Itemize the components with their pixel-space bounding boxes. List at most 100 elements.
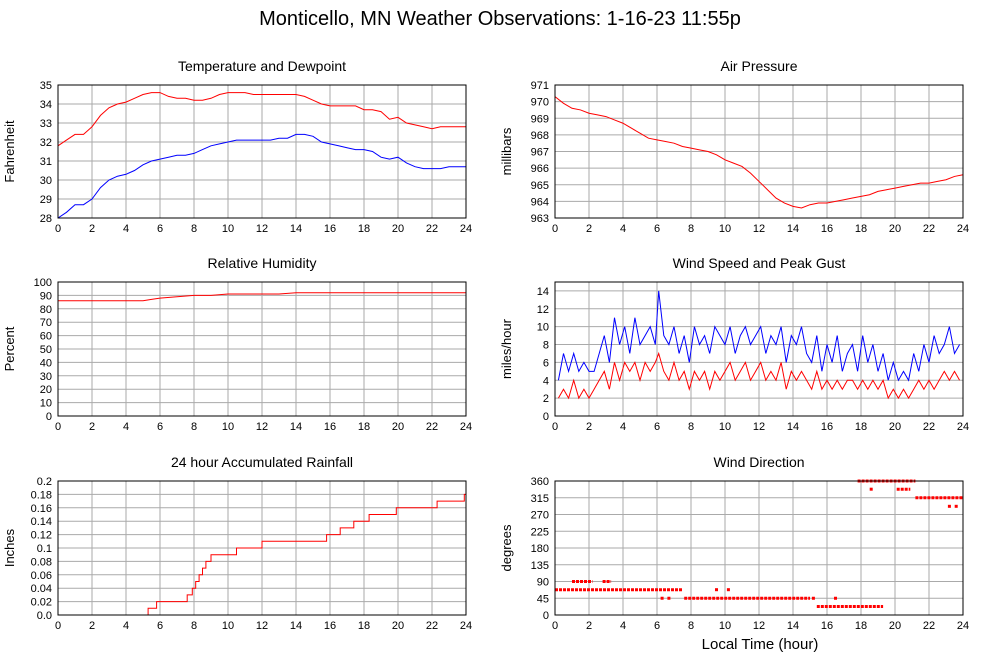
air-pressure-y-tick-label: 965: [531, 180, 549, 192]
wind-direction-x-tick-label: 14: [787, 620, 799, 632]
temperature-and-dewpoint-y-tick-label: 35: [40, 80, 52, 92]
air-pressure-x-tick-label: 24: [957, 223, 969, 235]
air-pressure-x-tick-label: 16: [821, 223, 833, 235]
wind-direction-y-tick-label: 45: [537, 593, 549, 605]
24-hour-accumulated-rainfall-x-tick-label: 12: [256, 620, 268, 632]
air-pressure-x-tick-label: 22: [923, 223, 935, 235]
wind-speed-and-peak-gust-frame: [554, 281, 964, 417]
wind-direction-y-tick-label: 0: [543, 610, 549, 622]
temperature-and-dewpoint-x-tick-label: 10: [222, 223, 234, 235]
temperature-and-dewpoint-y-tick-label: 31: [40, 156, 52, 168]
24-hour-accumulated-rainfall-x-tick-label: 4: [123, 620, 129, 632]
air-pressure-series-0: [554, 96, 964, 209]
temperature-and-dewpoint-x-tick-label: 0: [55, 223, 61, 235]
wind-speed-and-peak-gust-x-tick-label: 22: [923, 421, 935, 433]
relative-humidity-x-tick-label: 0: [55, 421, 61, 433]
air-pressure-x-tick-label: 20: [889, 223, 901, 235]
temperature-and-dewpoint-y-tick-label: 33: [40, 118, 52, 130]
relative-humidity-series-0: [58, 292, 466, 302]
temperature-and-dewpoint-x-tick-label: 14: [290, 223, 302, 235]
24-hour-accumulated-rainfall-frame: [57, 480, 467, 616]
wind-direction-y-tick-label: 180: [531, 543, 549, 555]
wind-speed-and-peak-gust-x-tick-label: 4: [620, 421, 626, 433]
24-hour-accumulated-rainfall-x-tick-label: 16: [324, 620, 336, 632]
wind-direction-title: Wind Direction: [713, 454, 804, 470]
temperature-and-dewpoint-y-axis-label: Fahrenheit: [2, 120, 17, 183]
wind-speed-and-peak-gust-y-tick-label: 14: [537, 286, 549, 298]
air-pressure-y-tick-label: 968: [531, 130, 549, 142]
24-hour-accumulated-rainfall-x-tick-label: 20: [392, 620, 404, 632]
relative-humidity-y-tick-label: 30: [40, 371, 52, 383]
24-hour-accumulated-rainfall-y-tick-label: 0.02: [31, 597, 52, 609]
wind-speed-and-peak-gust-x-tick-label: 18: [855, 421, 867, 433]
24-hour-accumulated-rainfall-x-tick-label: 8: [191, 620, 197, 632]
air-pressure-title: Air Pressure: [720, 58, 797, 74]
24-hour-accumulated-rainfall-x-tick-label: 22: [426, 620, 438, 632]
relative-humidity-x-tick-label: 14: [290, 421, 302, 433]
air-pressure-y-tick-label: 970: [531, 97, 549, 109]
air-pressure-y-tick-label: 971: [531, 80, 549, 92]
24-hour-accumulated-rainfall-y-tick-label: 0.0: [37, 610, 52, 622]
wind-speed-and-peak-gust-x-tick-label: 14: [787, 421, 799, 433]
wind-direction-point: [667, 596, 671, 600]
relative-humidity-x-tick-label: 6: [157, 421, 163, 433]
air-pressure-x-tick-label: 18: [855, 223, 867, 235]
wind-speed-and-peak-gust-series-0: [557, 290, 961, 382]
wind-speed-and-peak-gust-title: Wind Speed and Peak Gust: [673, 255, 846, 271]
relative-humidity-x-tick-label: 22: [426, 421, 438, 433]
relative-humidity-frame: [57, 281, 467, 417]
wind-direction-point: [954, 504, 958, 508]
air-pressure-x-tick-label: 8: [688, 223, 694, 235]
24-hour-accumulated-rainfall-y-tick-label: 0.04: [31, 583, 52, 595]
x-axis-label: Local Time (hour): [701, 636, 819, 653]
wind-direction-y-tick-label: 315: [531, 493, 549, 505]
air-pressure-x-tick-label: 4: [620, 223, 626, 235]
wind-speed-and-peak-gust-x-tick-label: 20: [889, 421, 901, 433]
temperature-and-dewpoint-x-tick-label: 16: [324, 223, 336, 235]
24-hour-accumulated-rainfall-y-tick-label: 0.18: [31, 489, 52, 501]
relative-humidity-title: Relative Humidity: [208, 255, 317, 271]
wind-direction-x-tick-label: 24: [957, 620, 969, 632]
wind-direction-x-tick-label: 16: [821, 620, 833, 632]
relative-humidity-y-tick-label: 100: [34, 277, 52, 289]
air-pressure-frame: [554, 84, 964, 219]
relative-humidity-x-tick-label: 16: [324, 421, 336, 433]
24-hour-accumulated-rainfall-x-tick-label: 2: [89, 620, 95, 632]
temperature-and-dewpoint-frame: [57, 84, 467, 219]
wind-speed-and-peak-gust-y-tick-label: 0: [543, 411, 549, 423]
wind-direction-x-tick-label: 6: [654, 620, 660, 632]
24-hour-accumulated-rainfall-y-tick-label: 0.1: [37, 543, 52, 555]
relative-humidity-x-tick-label: 4: [123, 421, 129, 433]
24-hour-accumulated-rainfall-y-tick-label: 0.08: [31, 556, 52, 568]
temperature-and-dewpoint-x-tick-label: 22: [426, 223, 438, 235]
wind-speed-and-peak-gust-x-tick-label: 0: [552, 421, 558, 433]
relative-humidity-y-tick-label: 50: [40, 344, 52, 356]
air-pressure-x-tick-label: 6: [654, 223, 660, 235]
wind-direction-point: [660, 596, 664, 600]
temperature-and-dewpoint-y-tick-label: 30: [40, 175, 52, 187]
wind-speed-and-peak-gust-y-tick-label: 6: [543, 357, 549, 369]
relative-humidity-y-tick-label: 20: [40, 384, 52, 396]
wind-speed-and-peak-gust-y-tick-label: 2: [543, 393, 549, 405]
wind-speed-and-peak-gust-y-axis-label: miles/hour: [499, 318, 514, 379]
relative-humidity-x-tick-label: 24: [460, 421, 472, 433]
temperature-and-dewpoint-x-tick-label: 18: [358, 223, 370, 235]
wind-speed-and-peak-gust-x-tick-label: 2: [586, 421, 592, 433]
air-pressure-x-tick-label: 0: [552, 223, 558, 235]
wind-speed-and-peak-gust-y-tick-label: 10: [537, 322, 549, 334]
24-hour-accumulated-rainfall-y-tick-label: 0.16: [31, 503, 52, 515]
24-hour-accumulated-rainfall-x-tick-label: 6: [157, 620, 163, 632]
temperature-and-dewpoint-series-1: [57, 133, 466, 219]
relative-humidity-x-tick-label: 8: [191, 421, 197, 433]
temperature-and-dewpoint-series-0: [57, 92, 466, 147]
temperature-and-dewpoint-x-tick-label: 2: [89, 223, 95, 235]
24-hour-accumulated-rainfall-x-tick-label: 24: [460, 620, 472, 632]
air-pressure-x-tick-label: 10: [719, 223, 731, 235]
wind-direction-x-tick-label: 4: [620, 620, 626, 632]
24-hour-accumulated-rainfall-y-axis-label: Inches: [2, 528, 17, 567]
